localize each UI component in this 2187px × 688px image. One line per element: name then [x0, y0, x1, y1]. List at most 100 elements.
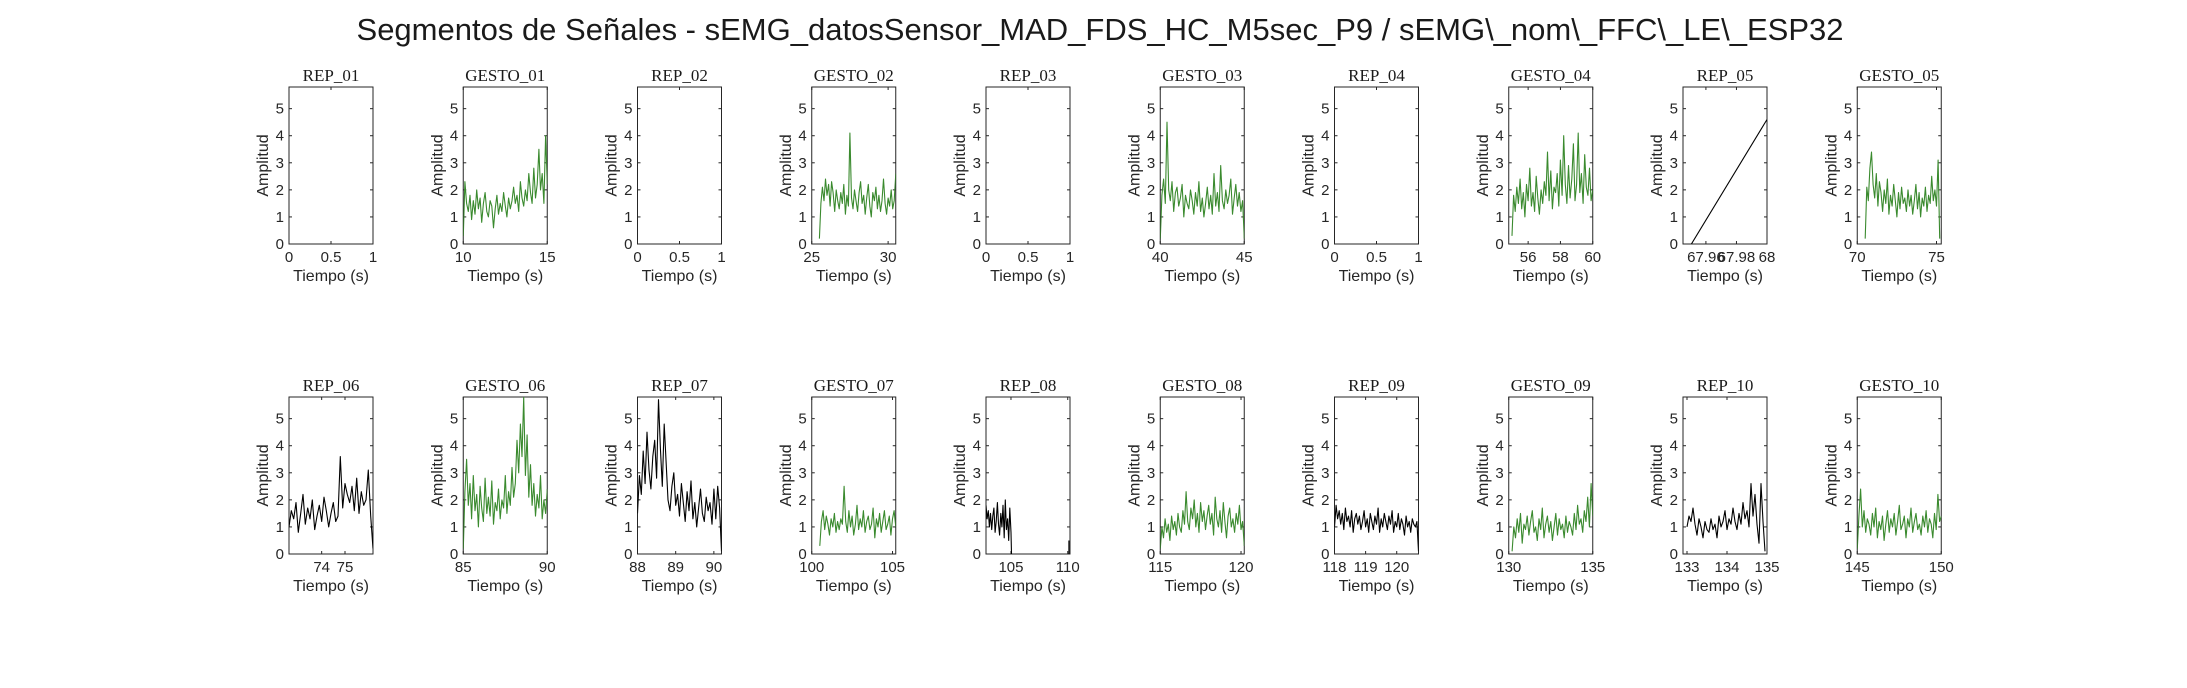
y-tick-label: 2 [1495, 182, 1503, 199]
x-tick-label: 0 [285, 249, 293, 266]
y-tick-label: 4 [1147, 128, 1155, 145]
subplot-rep-09: 0 1 2 3 4 5 118 119 120 REP_09 Tiempo (s) Amplitud [1301, 376, 1419, 595]
y-tick-label: 4 [1495, 128, 1503, 145]
y-tick-label: 2 [450, 492, 458, 509]
plot-frame [1334, 396, 1419, 555]
subplot-rep-07: 0 1 2 3 4 5 88 89 90 REP_07 Tiempo (s) Amplitud [604, 376, 723, 595]
subplot-title: REP_04 [1348, 66, 1405, 85]
subplot-gesto-01: 0 1 2 3 4 5 10 15 GESTO_01 Tiempo (s) Amplitud [429, 66, 555, 285]
x-tick-label: 74 [313, 559, 330, 576]
y-tick-label: 5 [1670, 101, 1678, 118]
y-tick-label: 2 [624, 492, 632, 509]
y-tick-label: 0 [1844, 236, 1852, 253]
plot-frame [1682, 396, 1768, 555]
series-line [986, 499, 1013, 554]
y-tick-label: 2 [973, 492, 981, 509]
y-tick-label: 4 [798, 438, 806, 455]
y-tick-label: 0 [624, 546, 632, 563]
plot-frame [1682, 86, 1768, 245]
y-tick-label: 3 [1495, 155, 1503, 172]
x-tick-label: 120 [1384, 559, 1409, 576]
x-tick-label: 150 [1929, 559, 1954, 576]
y-tick-label: 1 [624, 519, 632, 536]
subplot-rep-02: 0 1 2 3 4 5 0 0.5 1 REP_02 Tiempo (s) Amplitud [604, 66, 726, 285]
y-tick-label: 5 [1321, 101, 1329, 118]
subplot-gesto-10: 0 1 2 3 4 5 145 150 GESTO_10 Tiempo (s) Amplitud [1823, 376, 1954, 595]
subplot-rep-08: 0 1 2 3 4 5 105 110 REP_08 Tiempo (s) Amplitud [952, 376, 1080, 595]
y-tick-label: 1 [973, 519, 981, 536]
subplot-title: REP_07 [651, 376, 708, 395]
x-tick-label: 130 [1496, 559, 1521, 576]
subplot-rep-03: 0 1 2 3 4 5 0 0.5 1 REP_03 Tiempo (s) Amplitud [952, 66, 1074, 285]
y-tick-label: 4 [450, 438, 458, 455]
y-tick-label: 0 [276, 546, 284, 563]
series-line [1160, 121, 1245, 239]
subplot-gesto-04: 0 1 2 3 4 5 56 58 60 GESTO_04 Tiempo (s) Amplitud [1475, 66, 1601, 285]
x-tick-label: 0 [982, 249, 990, 266]
y-tick-label: 5 [1670, 411, 1678, 428]
y-tick-label: 3 [1495, 465, 1503, 482]
y-tick-label: 4 [1321, 128, 1329, 145]
plot-frame [288, 396, 374, 555]
y-tick-label: 0 [973, 236, 981, 253]
y-axis-label: Amplitud [1301, 134, 1318, 196]
x-tick-label: 1 [717, 249, 725, 266]
x-axis-label: Tiempo (s) [816, 268, 892, 285]
x-tick-label: 135 [1580, 559, 1605, 576]
x-tick-label: 0.5 [321, 249, 342, 266]
y-tick-label: 1 [1670, 519, 1678, 536]
y-tick-label: 4 [1670, 128, 1678, 145]
series-line [1160, 491, 1245, 549]
y-tick-label: 2 [1844, 182, 1852, 199]
subplot-title: REP_01 [303, 66, 360, 85]
subplot-rep-01: 0 1 2 3 4 5 0 0.5 1 REP_01 Tiempo (s) Amplitud [255, 66, 377, 285]
figure-title: Segmentos de Señales - sEMG_datosSensor_… [357, 12, 1844, 47]
y-tick-label: 5 [624, 101, 632, 118]
y-axis-label: Amplitud [1649, 134, 1666, 196]
subplot-gesto-08: 0 1 2 3 4 5 115 120 GESTO_08 Tiempo (s) Amplitud [1126, 376, 1253, 595]
y-tick-label: 1 [1147, 209, 1155, 226]
plot-frame [1508, 86, 1594, 245]
x-tick-label: 70 [1849, 249, 1866, 266]
x-tick-label: 0.5 [669, 249, 690, 266]
x-tick-label: 90 [706, 559, 723, 576]
x-tick-label: 40 [1152, 249, 1169, 266]
plot-frame [288, 86, 374, 245]
y-axis-label: Amplitud [1823, 444, 1840, 506]
series-line [1511, 132, 1593, 236]
subplot-gesto-05: 0 1 2 3 4 5 70 75 GESTO_05 Tiempo (s) Amplitud [1823, 66, 1945, 285]
x-axis-label: Tiempo (s) [1861, 578, 1937, 595]
y-tick-label: 1 [276, 209, 284, 226]
series-line [289, 456, 373, 549]
y-tick-label: 1 [1495, 209, 1503, 226]
plot-frame [1334, 86, 1419, 245]
plot-frame [1508, 396, 1594, 555]
x-axis-label: Tiempo (s) [467, 578, 543, 595]
x-axis-label: Tiempo (s) [1687, 578, 1763, 595]
x-tick-label: 25 [803, 249, 820, 266]
x-tick-label: 88 [629, 559, 646, 576]
y-tick-label: 5 [798, 101, 806, 118]
subplot-title: REP_09 [1348, 376, 1405, 395]
y-tick-label: 3 [450, 465, 458, 482]
plot-frame [637, 86, 722, 245]
y-tick-label: 5 [1147, 411, 1155, 428]
series-line [1857, 488, 1942, 549]
y-tick-label: 3 [1147, 465, 1155, 482]
y-tick-label: 3 [276, 155, 284, 172]
x-axis-label: Tiempo (s) [1164, 578, 1240, 595]
y-tick-label: 1 [450, 519, 458, 536]
y-tick-label: 5 [1147, 101, 1155, 118]
y-tick-label: 2 [798, 182, 806, 199]
x-axis-label: Tiempo (s) [467, 268, 543, 285]
y-tick-label: 1 [1844, 519, 1852, 536]
x-axis-label: Tiempo (s) [990, 578, 1066, 595]
y-tick-label: 0 [1844, 546, 1852, 563]
y-tick-label: 0 [973, 546, 981, 563]
x-tick-label: 85 [455, 559, 472, 576]
x-tick-label: 15 [539, 249, 556, 266]
x-tick-label: 58 [1552, 249, 1569, 266]
y-tick-label: 5 [973, 411, 981, 428]
